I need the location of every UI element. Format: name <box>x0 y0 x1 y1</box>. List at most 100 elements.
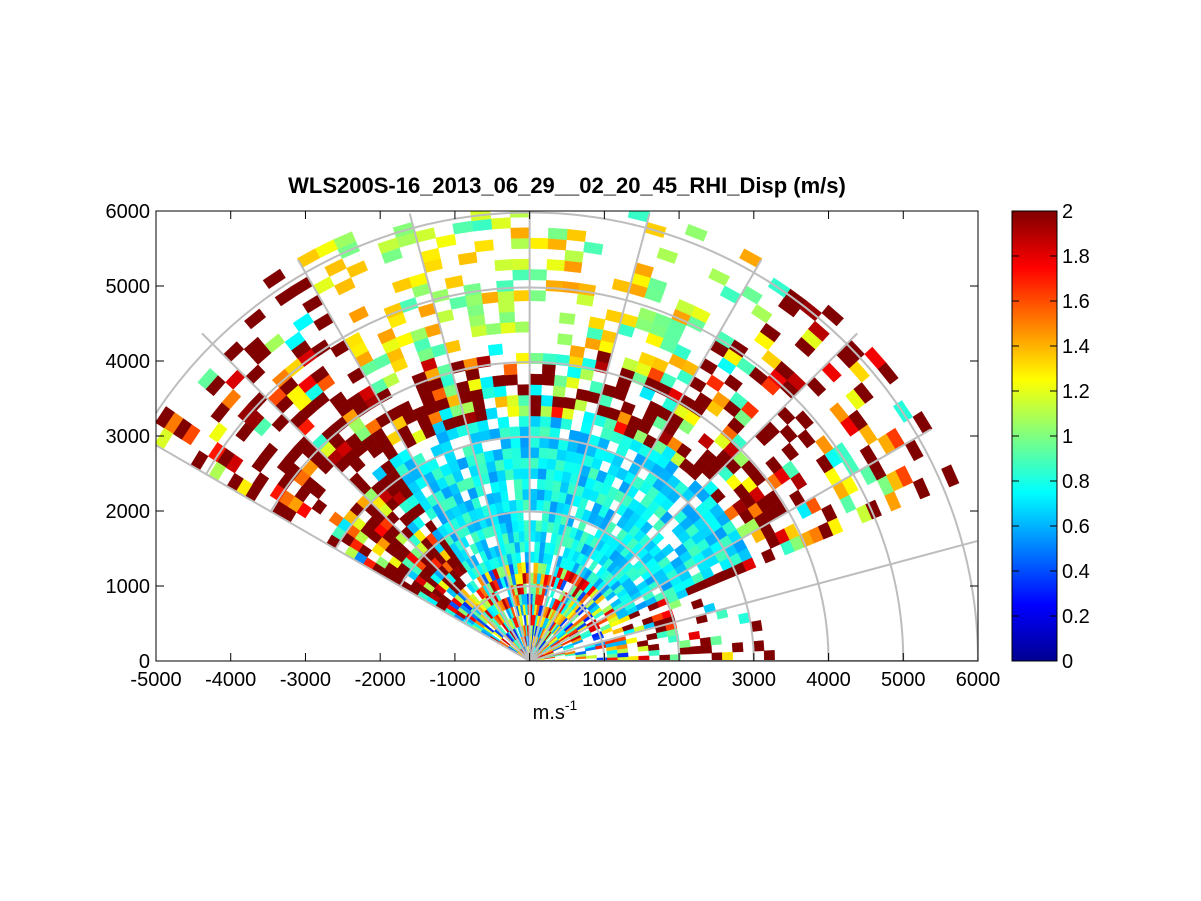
data-cell <box>276 456 295 474</box>
colorbar <box>1011 210 1058 662</box>
data-cell <box>521 488 530 500</box>
data-cell <box>684 223 708 242</box>
data-cell <box>501 447 513 460</box>
data-cell <box>555 448 567 462</box>
data-cell <box>520 467 530 480</box>
data-cell <box>560 417 573 431</box>
data-cell <box>546 458 557 471</box>
data-cell <box>565 376 580 389</box>
chart-title: WLS200S-16_2013_06_29__02_20_45_RHI_Disp… <box>288 173 846 198</box>
data-cell <box>481 386 496 400</box>
data-cell <box>487 343 504 357</box>
data-cell <box>391 277 413 294</box>
data-cell <box>575 388 590 402</box>
data-cell <box>529 405 542 417</box>
data-cell <box>550 197 571 209</box>
data-cell <box>502 458 514 471</box>
data-cell <box>529 290 547 302</box>
radial-spoke <box>156 444 531 661</box>
data-cell <box>656 247 679 264</box>
data-cell <box>518 415 530 427</box>
data-cell <box>566 228 587 242</box>
data-cell <box>515 499 524 511</box>
data-cell <box>547 227 568 240</box>
x-tick-labels: -5000 -4000 -3000 -2000 -1000 0 1000 2000 3000 40… <box>130 669 1000 691</box>
data-cell <box>496 280 514 293</box>
data-cell <box>554 459 566 472</box>
data-cell <box>504 468 514 481</box>
heatmap-cells <box>156 197 960 661</box>
data-cell <box>539 426 551 438</box>
colorbar-tick-label: 1.8 <box>1062 246 1090 268</box>
data-cell <box>529 457 539 469</box>
data-cell <box>519 426 530 438</box>
data-cell <box>529 415 541 427</box>
data-cell <box>547 447 558 460</box>
data-cell <box>514 321 530 333</box>
data-cell <box>552 385 566 398</box>
data-cell <box>324 258 347 277</box>
data-cell <box>522 499 530 511</box>
colorbar-tick-label: 1.2 <box>1062 381 1090 403</box>
data-cell <box>274 286 298 307</box>
data-cell <box>292 312 314 332</box>
data-cell <box>411 371 429 387</box>
data-cell <box>561 407 575 420</box>
data-cell <box>561 281 580 294</box>
data-cell <box>553 469 564 482</box>
data-cell <box>711 652 723 661</box>
data-cell <box>708 267 731 287</box>
data-cell <box>545 280 564 293</box>
radial-spoke <box>529 540 978 661</box>
data-cell <box>638 351 656 368</box>
x-tick-label: 4000 <box>806 669 851 691</box>
data-cell <box>452 220 474 235</box>
y-tick-label: 1000 <box>106 576 151 598</box>
data-cell <box>457 251 478 266</box>
data-cell <box>328 511 344 527</box>
data-cell <box>529 499 537 511</box>
data-cell <box>551 479 562 492</box>
data-cell <box>535 520 543 532</box>
data-cell <box>529 373 543 386</box>
data-cell <box>377 237 400 254</box>
x-tick-label: -3000 <box>280 669 331 691</box>
data-cell <box>507 405 520 418</box>
data-cell <box>512 468 522 480</box>
y-tick-labels: 0 1000 2000 3000 4000 5000 6000 <box>106 201 151 673</box>
data-cell <box>520 447 530 459</box>
colorbar-tick-label: 1.4 <box>1062 336 1090 358</box>
data-cell <box>479 376 494 389</box>
data-cell <box>564 249 584 263</box>
data-cell <box>497 300 515 313</box>
data-cell <box>558 312 576 325</box>
data-cell <box>244 308 267 330</box>
data-cell <box>537 457 548 470</box>
x-tick-label: -4000 <box>205 669 256 691</box>
radial-spoke <box>528 332 858 661</box>
data-cell <box>540 405 553 418</box>
data-cell <box>197 367 219 390</box>
data-cell <box>710 635 722 646</box>
data-cell <box>533 562 539 574</box>
data-cell <box>551 395 565 408</box>
data-cell <box>821 504 838 523</box>
data-cell <box>511 258 530 271</box>
y-tick-label: 2000 <box>106 501 151 523</box>
data-cell <box>532 572 538 584</box>
data-cell <box>156 406 175 429</box>
data-cell <box>517 394 530 406</box>
y-tick-label: 0 <box>139 651 150 673</box>
data-cell <box>585 654 598 659</box>
radial-spoke <box>528 259 763 661</box>
colorbar-tick-label: 0.4 <box>1062 561 1090 583</box>
data-cell <box>538 436 550 449</box>
data-cell <box>520 457 530 469</box>
data-cell <box>541 363 556 376</box>
data-cell <box>895 465 914 487</box>
data-cell <box>534 541 541 553</box>
data-cell <box>537 468 547 480</box>
x-tick-label: 3000 <box>732 669 777 691</box>
y-tick-label: 6000 <box>106 201 151 223</box>
